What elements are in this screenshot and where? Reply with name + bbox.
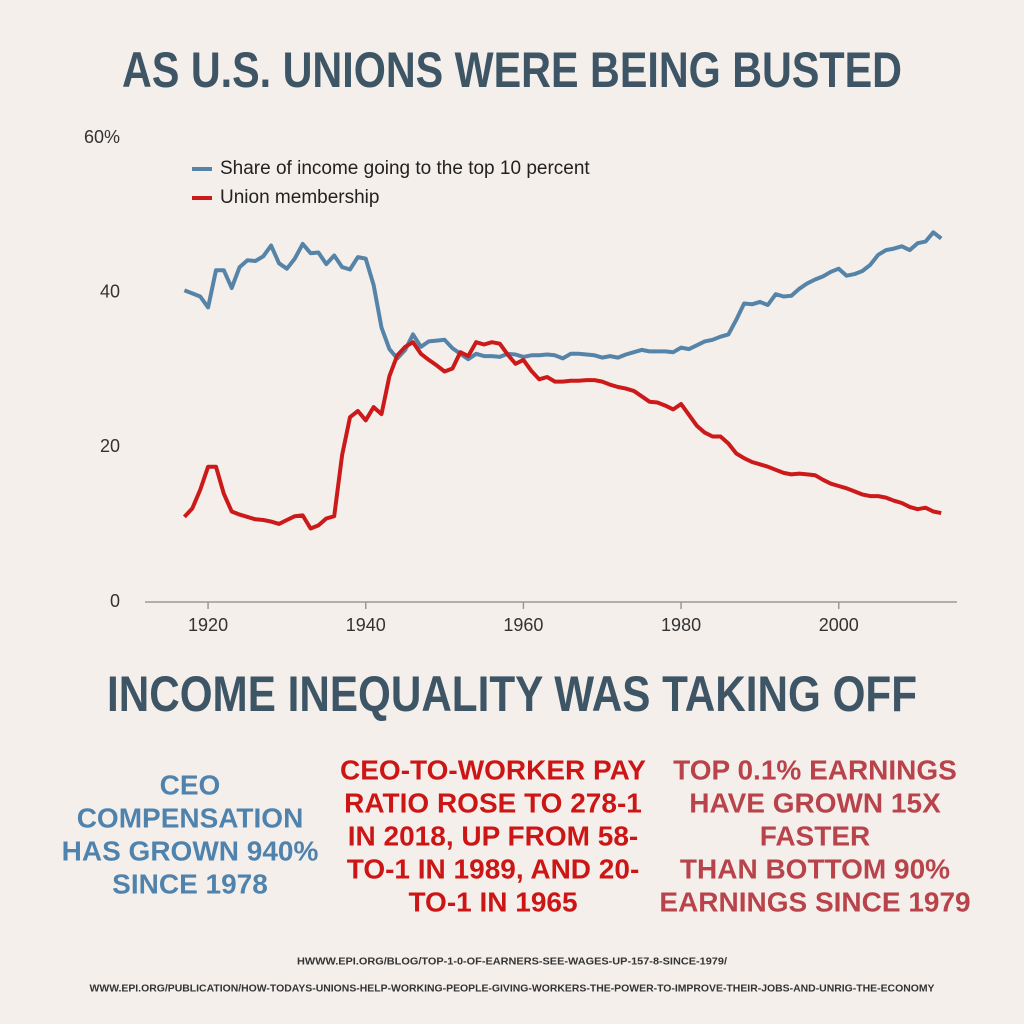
y-tick-label: 40 <box>100 281 120 301</box>
fact-line: HAVE GROWN 15X <box>689 787 941 818</box>
x-tick-label: 1980 <box>661 615 701 635</box>
chart-title: AS U.S. UNIONS WERE BEING BUSTED <box>122 42 902 98</box>
fact-line: COMPENSATION <box>77 802 304 833</box>
fact-line: TOP 0.1% EARNINGS <box>673 754 957 785</box>
series-line <box>183 230 943 362</box>
fact-line: CEO-TO-WORKER PAY <box>340 754 646 785</box>
fact-line: THAN BOTTOM 90% <box>680 853 950 884</box>
x-tick-label: 1960 <box>503 615 543 635</box>
fact-line: TO-1 IN 1989, AND 20- <box>347 853 640 884</box>
x-tick-label: 1920 <box>188 615 228 635</box>
fact-line: FASTER <box>760 820 870 851</box>
fact-line: HAS GROWN 940% <box>62 835 319 866</box>
x-tick-label: 2000 <box>819 615 859 635</box>
fact-line: SINCE 1978 <box>112 868 268 899</box>
y-tick-label: 0 <box>110 591 120 611</box>
source: WWW.EPI.ORG/PUBLICATION/HOW-TODAYS-UNION… <box>90 984 935 995</box>
series-line <box>182 340 942 531</box>
legend-label: Share of income going to the top 10 perc… <box>220 158 590 179</box>
fact-line: RATIO ROSE TO 278-1 <box>344 787 642 818</box>
fact-line: TO-1 IN 1965 <box>408 886 577 917</box>
source: HWWW.EPI.ORG/BLOG/TOP-1-0-OF-EARNERS-SEE… <box>297 957 727 968</box>
subheadline: INCOME INEQUALITY WAS TAKING OFF <box>107 666 917 722</box>
y-tick-label: 60% <box>84 127 120 147</box>
fact-line: IN 2018, UP FROM 58- <box>348 820 638 851</box>
legend-label: Union membership <box>220 187 379 208</box>
fact-line: EARNINGS SINCE 1979 <box>659 886 970 917</box>
fact-line: CEO <box>160 769 221 800</box>
y-tick-label: 20 <box>100 436 120 456</box>
x-tick-label: 1940 <box>346 615 386 635</box>
